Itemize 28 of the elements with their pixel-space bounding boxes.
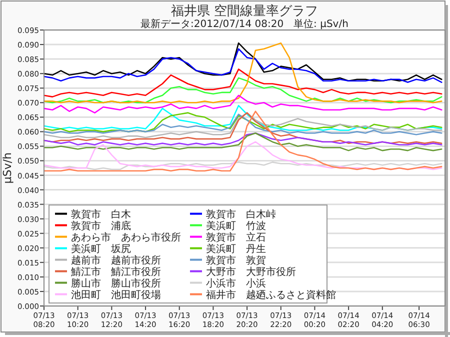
legend-label: 福井市 越廼ふるさと資料館 bbox=[206, 288, 336, 301]
line-series bbox=[43, 94, 442, 114]
line-series bbox=[43, 132, 442, 152]
legend-label: 敦賀市 浦底 bbox=[71, 220, 131, 232]
y-axis-title: μSv/h bbox=[1, 152, 14, 184]
legend-label: 美浜町 坂尻 bbox=[71, 242, 131, 255]
legend-label: 大野市 大野市役所 bbox=[206, 266, 296, 278]
line-series bbox=[43, 162, 442, 170]
legend-label: 敦賀市 白木峠 bbox=[206, 208, 276, 220]
legend-label: あわら市 あわら市役所 bbox=[71, 231, 181, 244]
chart-subtitle: 最新データ:2012/07/14 08:20 単位: μSv/h bbox=[140, 18, 348, 30]
legend-label: 勝山市 勝山市役所 bbox=[71, 277, 161, 290]
line-series bbox=[43, 132, 442, 146]
line-series bbox=[43, 48, 442, 83]
legend-label: 美浜町 丹生 bbox=[206, 242, 266, 255]
legend-label: 小浜市 小浜 bbox=[206, 277, 266, 290]
line-series bbox=[43, 42, 442, 82]
chart-title: 福井県 空間線量率グラフ bbox=[170, 3, 318, 19]
line-series bbox=[43, 68, 442, 98]
legend-label: 鯖江市 鯖江市役所 bbox=[71, 266, 161, 278]
legend-label: 敦賀市 敦賀 bbox=[206, 254, 266, 266]
legend-label: 敦賀市 白木 bbox=[71, 208, 131, 220]
legend-label: 敦賀市 立石 bbox=[206, 231, 266, 244]
line-series bbox=[43, 42, 442, 104]
legend-label: 美浜町 竹波 bbox=[206, 220, 266, 232]
legend-label: 池田町 池田町役場 bbox=[71, 288, 161, 301]
legend-label: 越前市 越前市役所 bbox=[71, 254, 161, 266]
line-series bbox=[43, 110, 442, 172]
